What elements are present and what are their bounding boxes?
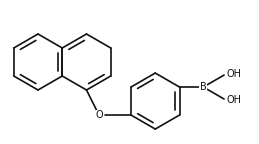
Text: OH: OH bbox=[226, 95, 241, 105]
Text: OH: OH bbox=[226, 69, 241, 79]
Text: O: O bbox=[95, 110, 103, 120]
Text: B: B bbox=[200, 82, 207, 92]
